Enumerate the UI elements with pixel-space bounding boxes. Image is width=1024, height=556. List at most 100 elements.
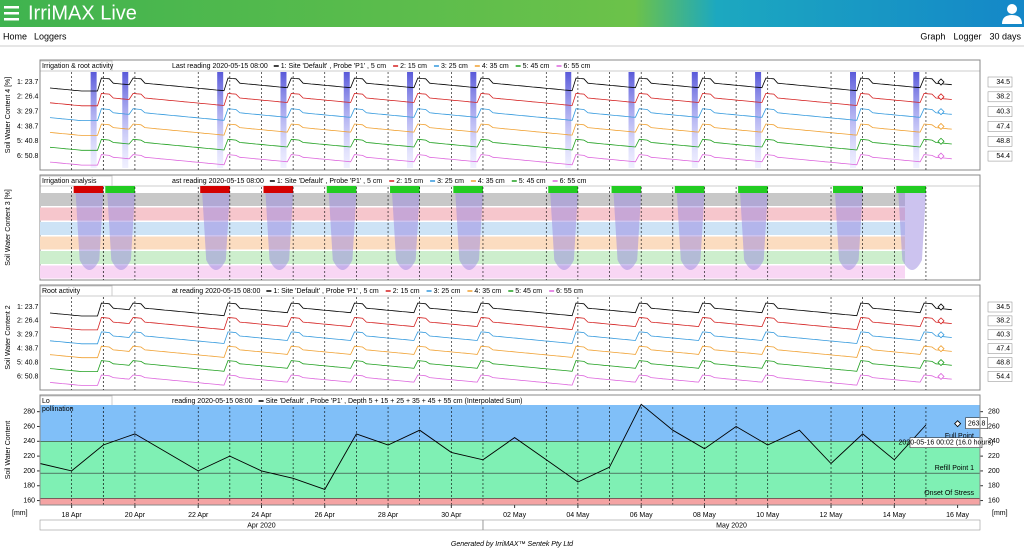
root-zone (835, 193, 863, 270)
menu-icon[interactable] (4, 6, 19, 21)
right-value: 40.3 (996, 332, 1010, 339)
x-tick-label: 28 Apr (378, 512, 399, 519)
right-value-box (987, 91, 1013, 103)
sensor-trace (49, 374, 952, 386)
right-value-box (987, 371, 1013, 382)
root-zone (613, 193, 642, 270)
nav-link[interactable]: Home (3, 31, 27, 41)
legend-label: 6: 55 cm (564, 63, 591, 70)
end-marker (937, 372, 945, 381)
y-tick-label: 160 (988, 497, 1000, 504)
x-tick-label: 10 May (756, 512, 779, 519)
legend-label: 2: 15 cm (393, 288, 420, 295)
legend-label: 5: 45 cm (519, 178, 546, 185)
right-value-box (987, 121, 1013, 132)
root-zone (550, 193, 578, 270)
y-unit: [mm] (992, 510, 1008, 517)
left-value: 4: 38.7 (17, 123, 39, 130)
y-axis-label: Soil Water Content 4 [%] (5, 77, 12, 153)
legend-label: 3: 25 cm (434, 288, 461, 295)
zone (40, 498, 980, 505)
zone-label: Full Point (945, 433, 974, 440)
irrigation-spike (691, 72, 698, 168)
legend-label: 6: 55 cm (560, 178, 587, 185)
legend-label: 3: 25 cm (437, 178, 464, 185)
root-zone (75, 193, 104, 270)
sensor-trace (49, 331, 952, 345)
value-callout-text: 263.8 (968, 421, 986, 428)
end-marker (937, 345, 945, 353)
legend-prefix: reading 2020-05-15 08:00 (172, 398, 253, 405)
root-zone (455, 193, 483, 270)
y-tick-label: 220 (988, 453, 1000, 460)
sensor-trace (49, 345, 952, 359)
x-tick-label: 06 May (630, 512, 653, 519)
legend-label: 5: 45 cm (523, 63, 550, 70)
right-value-box (987, 357, 1013, 368)
irrigation-marker (548, 186, 578, 193)
root-zone (202, 193, 230, 270)
x-tick-label: 20 Apr (125, 512, 146, 519)
header-bar (0, 0, 1024, 27)
right-value: 40.3 (996, 108, 1010, 115)
irrigation-spike (913, 72, 920, 168)
y-axis-label: Soil Water Content (5, 421, 12, 480)
right-value: 34.5 (996, 304, 1010, 311)
last-reading-marker (954, 420, 962, 428)
irrigation-spike (407, 72, 414, 168)
sensor-trace (49, 138, 952, 151)
irrigation-marker (105, 186, 135, 193)
y-unit: [mm] (12, 510, 28, 517)
zone-label: Onset Of Stress (924, 490, 974, 497)
left-value: 2: 26.4 (17, 318, 39, 325)
irrigation-marker (326, 186, 357, 193)
nav-link[interactable]: Graph (920, 31, 945, 41)
y-tick-label: 280 (988, 409, 1000, 416)
x-tick-label: 22 Apr (188, 512, 209, 519)
irrigation-marker (453, 186, 483, 193)
right-value: 48.8 (996, 138, 1010, 145)
x-tick-label: 18 Apr (62, 512, 83, 519)
left-value: 6: 50.8 (17, 153, 39, 160)
y-tick-label: 280 (23, 409, 35, 416)
legend-prefix: ast reading 2020-05-15 08:00 (172, 178, 264, 185)
tooltip-text: 2020-05-16 00:02 (16.0 hours) (899, 440, 994, 447)
legend-label: 1: Site 'Default' , Probe 'P1' , 5 cm (273, 288, 379, 295)
plot-frame (39, 284, 981, 391)
zone (40, 405, 980, 442)
legend-label: 6: 55 cm (556, 288, 583, 295)
right-value-box (987, 329, 1013, 341)
x-tick-label: 02 May (503, 512, 526, 519)
irrigation-spike (90, 72, 97, 168)
x-tick-label: 14 May (883, 512, 906, 519)
end-marker (937, 358, 945, 367)
legend-prefix: Last reading 2020-05-15 08:00 (172, 63, 268, 70)
root-zone (898, 193, 926, 270)
right-value-box (987, 343, 1013, 354)
left-value: 1: 23.7 (17, 79, 39, 86)
user-icon[interactable] (1002, 4, 1022, 24)
sum-line (39, 403, 927, 490)
legend-label: 5: 45 cm (515, 288, 542, 295)
end-marker (937, 122, 945, 131)
right-value: 47.4 (996, 346, 1010, 353)
legend-label: 4: 35 cm (482, 63, 509, 70)
right-value: 38.2 (996, 94, 1010, 101)
end-marker (937, 137, 945, 145)
irrigation-marker (674, 186, 705, 193)
sensor-trace (49, 77, 952, 92)
end-marker (937, 152, 945, 160)
nav-link[interactable]: Logger (953, 31, 981, 41)
nav-link[interactable]: 30 days (989, 31, 1021, 41)
root-zone (740, 193, 768, 270)
y-tick-label: 200 (988, 468, 1000, 475)
end-marker (937, 331, 945, 339)
legend-label: 2: 15 cm (396, 178, 423, 185)
nav-link[interactable]: Loggers (34, 31, 67, 41)
end-marker (937, 78, 945, 86)
left-value: 6: 50.8 (17, 373, 39, 380)
irrigation-marker (738, 186, 768, 193)
left-value: 5: 40.8 (17, 138, 39, 145)
app-title: IrriMAX Live (28, 2, 137, 24)
y-tick-label: 200 (23, 468, 35, 475)
